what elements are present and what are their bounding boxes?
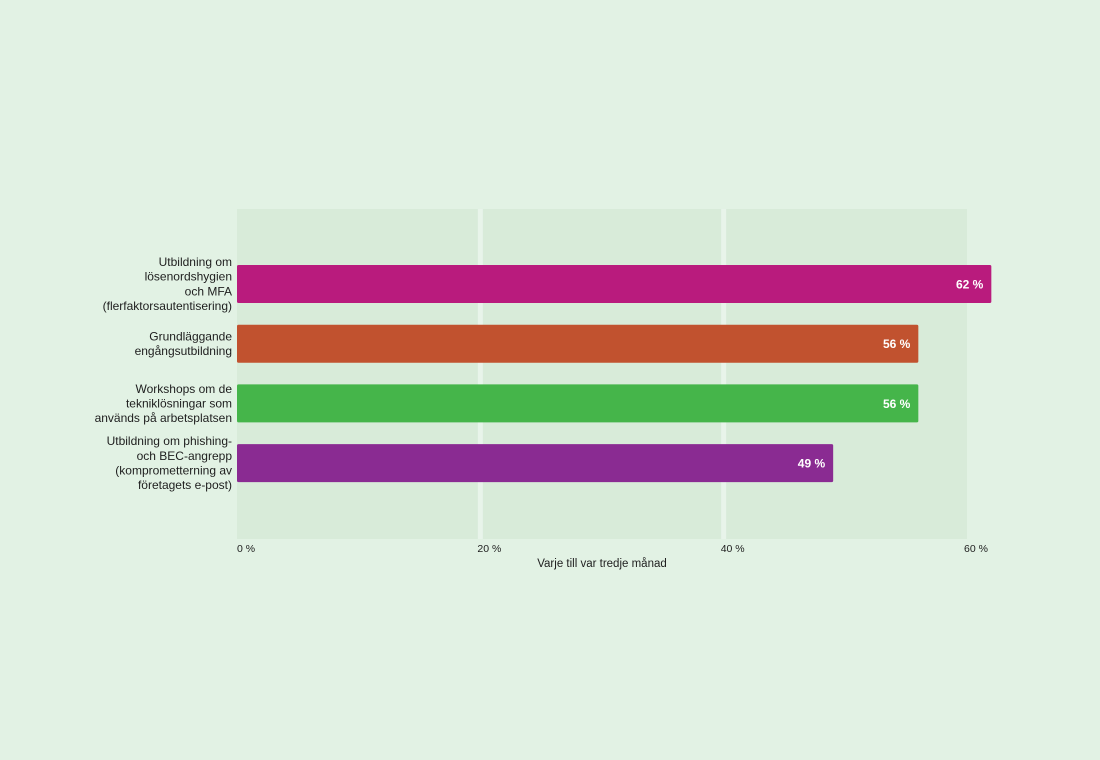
bar-value-label: 56 % xyxy=(883,337,911,351)
x-tick-label: 60 % xyxy=(964,543,988,555)
plot-background xyxy=(237,209,967,539)
category-label: Grundläggande engångsutbildning xyxy=(135,329,233,358)
bar xyxy=(237,324,919,363)
gridline xyxy=(721,209,727,539)
x-axis-label: Varje till var tredje månad xyxy=(537,558,667,570)
bar xyxy=(237,444,834,483)
category-label: Utbildning om lösenordshygien och MFA (fler… xyxy=(103,255,232,313)
gridline xyxy=(477,209,483,539)
gridlines xyxy=(477,209,727,539)
value-labels: 62 % 56 % 56 % 49 % xyxy=(798,278,984,471)
category-label: Workshops om de tekniklösningar som använd… xyxy=(95,382,233,425)
category-labels: Utbildning om lösenordshygien och MFA (fler… xyxy=(95,255,233,492)
x-tick-label: 40 % xyxy=(721,543,745,555)
bar-value-label: 56 % xyxy=(883,397,911,411)
bar-value-label: 62 % xyxy=(956,278,984,292)
category-label: Utbildning om phishing-och BEC-angrepp (k… xyxy=(107,434,233,492)
x-tick-label: 0 % xyxy=(237,543,255,555)
bars xyxy=(237,265,992,483)
plot-area xyxy=(237,209,967,539)
bar-value-label: 49 % xyxy=(798,457,826,471)
x-tick-labels: 0 % 20 % 40 % 60 % xyxy=(237,543,988,555)
bar xyxy=(237,384,919,423)
bar xyxy=(237,265,992,303)
x-tick-label: 20 % xyxy=(477,543,501,555)
